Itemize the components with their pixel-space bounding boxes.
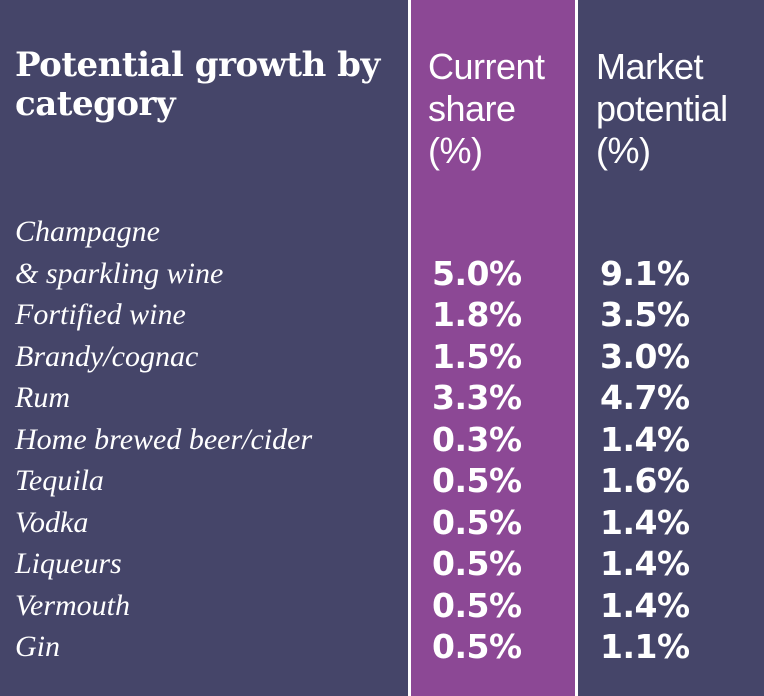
category-label: Champagne: [15, 215, 160, 248]
category-label: & sparkling wine: [15, 256, 224, 290]
current-share-value: 3.3%: [432, 378, 522, 417]
category-label: Vodka: [15, 505, 89, 539]
current-share-column-background: [408, 0, 578, 696]
market-potential-header: Market potential (%): [596, 46, 728, 171]
chart-title: Potential growth by category: [15, 45, 380, 124]
current-share-value: 5.0%: [432, 253, 522, 293]
current-share-value: 0.5%: [432, 502, 522, 542]
category-label: Rum: [15, 381, 70, 414]
market-potential-value: 1.4%: [600, 585, 690, 625]
market-potential-value: 1.4%: [600, 502, 690, 542]
category-label: Brandy/cognac: [15, 339, 199, 373]
current-share-value: 0.3%: [432, 419, 522, 459]
market-potential-value: 1.4%: [600, 544, 690, 583]
category-label: Tequila: [15, 464, 104, 497]
current-share-value: 1.8%: [432, 295, 522, 334]
category-label: Home brewed beer/cider: [15, 422, 313, 456]
current-share-value: 1.5%: [432, 336, 522, 376]
category-label: Gin: [15, 630, 60, 663]
market-potential-value: 1.6%: [600, 461, 690, 500]
category-label: Liqueurs: [15, 547, 122, 580]
market-potential-value: 3.5%: [600, 295, 690, 334]
current-share-header: Current share (%): [428, 46, 545, 171]
market-potential-value: 9.1%: [600, 253, 690, 293]
current-share-value: 0.5%: [432, 461, 522, 500]
current-share-value: 0.5%: [432, 627, 522, 666]
current-share-value: 0.5%: [432, 585, 522, 625]
market-potential-value: 1.4%: [600, 419, 690, 459]
category-label: Fortified wine: [15, 298, 186, 331]
category-label: Vermouth: [15, 588, 130, 622]
current-share-value: 0.5%: [432, 544, 522, 583]
market-potential-value: 3.0%: [600, 336, 690, 376]
market-potential-value: 1.1%: [600, 627, 690, 666]
market-potential-value: 4.7%: [600, 378, 690, 417]
